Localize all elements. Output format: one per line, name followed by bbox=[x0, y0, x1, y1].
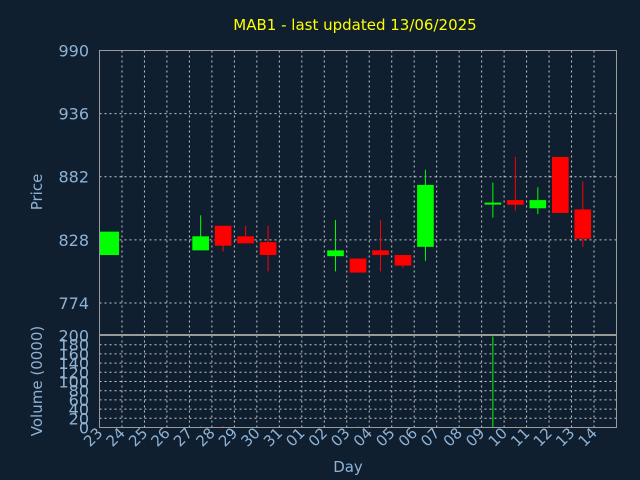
price-plot-frame bbox=[99, 50, 617, 335]
volume-tick-label: 40 bbox=[69, 400, 89, 419]
candle-body bbox=[507, 200, 524, 205]
volume-tick-label: 100 bbox=[58, 373, 89, 392]
candle-body bbox=[100, 231, 120, 256]
candle-body bbox=[214, 225, 232, 246]
volume-tick-label: 120 bbox=[58, 363, 89, 382]
volume-tick-label: 20 bbox=[69, 409, 89, 428]
price-axis-label: Price bbox=[28, 174, 46, 211]
candle-body bbox=[574, 209, 592, 239]
volume-tick-label: 140 bbox=[58, 354, 89, 373]
volume-tick-label: 200 bbox=[58, 327, 89, 346]
candle-body bbox=[349, 258, 367, 273]
volume-axis-label: Volume (0000) bbox=[28, 326, 46, 436]
candle-body bbox=[192, 236, 209, 251]
volume-tick-label: 60 bbox=[69, 391, 89, 410]
candle-body bbox=[484, 202, 502, 205]
chart-title: MAB1 - last updated 13/06/2025 bbox=[233, 16, 476, 34]
volume-tick-label: 80 bbox=[69, 382, 89, 401]
x-tick-label: 14 bbox=[575, 424, 601, 450]
candle-body bbox=[237, 236, 254, 244]
volume-tick-label: 160 bbox=[58, 345, 89, 364]
volume-tick-label: 180 bbox=[58, 336, 89, 355]
x-axis-label: Day bbox=[333, 458, 363, 476]
volume-plot-frame bbox=[99, 335, 617, 428]
price-axis-ticks: 990 936 882 828 774 bbox=[58, 42, 89, 313]
candle-body bbox=[372, 250, 389, 256]
candle-body bbox=[394, 255, 412, 266]
price-tick-label: 774 bbox=[58, 294, 89, 313]
candle-body bbox=[551, 156, 569, 213]
candle-body bbox=[259, 242, 277, 256]
volume-tick-label: 0 bbox=[79, 419, 89, 438]
candle-body bbox=[327, 250, 344, 257]
grid-lines bbox=[99, 50, 617, 428]
price-tick-label: 990 bbox=[58, 42, 89, 61]
price-tick-label: 828 bbox=[58, 231, 89, 250]
candles bbox=[100, 156, 592, 273]
candle-body bbox=[529, 200, 547, 209]
price-tick-label: 936 bbox=[58, 105, 89, 124]
candle-body bbox=[417, 184, 434, 247]
x-axis-ticks: 2324252627282930310102030405060708091011… bbox=[80, 424, 601, 450]
price-tick-label: 882 bbox=[58, 168, 89, 187]
